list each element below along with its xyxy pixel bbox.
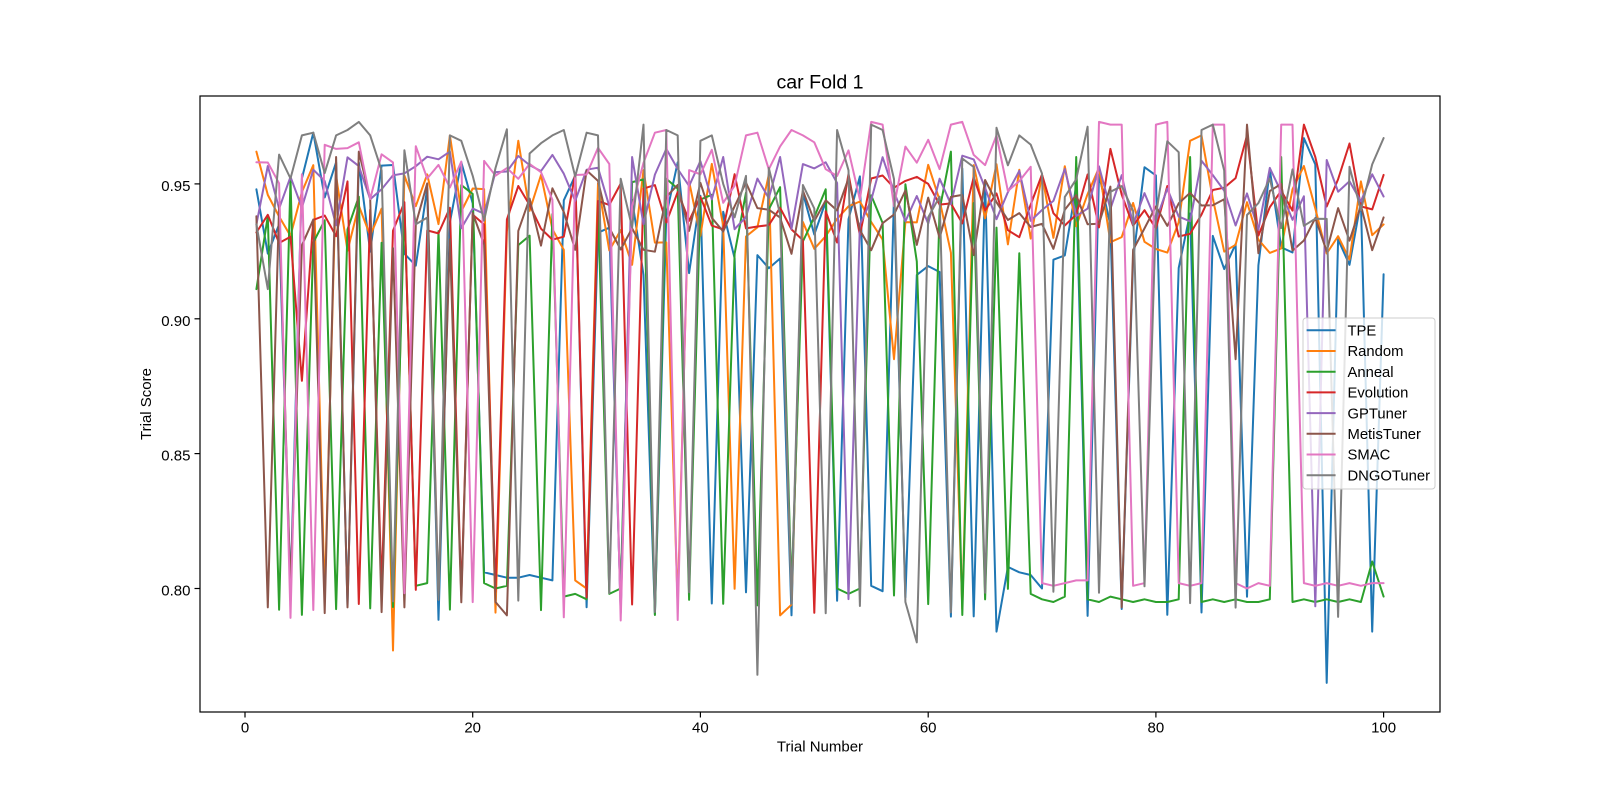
- svg-text:100: 100: [1371, 720, 1396, 737]
- svg-text:0.90: 0.90: [161, 313, 190, 330]
- svg-text:60: 60: [920, 720, 937, 737]
- svg-text:20: 20: [464, 720, 481, 737]
- svg-text:MetisTuner: MetisTuner: [1348, 427, 1422, 443]
- svg-text:GPTuner: GPTuner: [1348, 406, 1408, 422]
- svg-text:car Fold 1: car Fold 1: [776, 71, 863, 93]
- svg-text:Random: Random: [1348, 344, 1404, 360]
- svg-text:TPE: TPE: [1348, 324, 1377, 340]
- svg-text:0.80: 0.80: [161, 583, 190, 600]
- svg-text:Trial Number: Trial Number: [777, 739, 863, 756]
- svg-text:DNGOTuner: DNGOTuner: [1348, 468, 1431, 484]
- svg-text:SMAC: SMAC: [1348, 448, 1391, 464]
- svg-text:Evolution: Evolution: [1348, 386, 1409, 402]
- svg-text:Trial Score: Trial Score: [138, 368, 155, 440]
- svg-text:0: 0: [241, 720, 249, 737]
- svg-text:0.85: 0.85: [161, 448, 190, 465]
- svg-text:80: 80: [1148, 720, 1165, 737]
- svg-text:Anneal: Anneal: [1348, 365, 1394, 381]
- svg-text:0.95: 0.95: [161, 178, 190, 195]
- svg-text:40: 40: [692, 720, 709, 737]
